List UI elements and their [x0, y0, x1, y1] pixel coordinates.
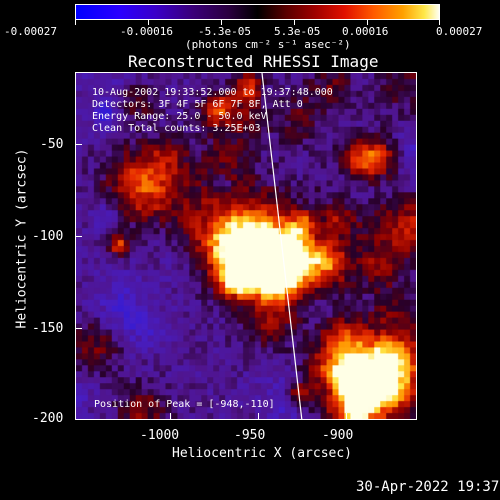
- y-tick-label: -100: [32, 229, 64, 244]
- limb-overlay: [261, 73, 303, 419]
- colorbar: [75, 4, 440, 20]
- y-tick-label: -50: [40, 137, 64, 152]
- x-tick-label: -900: [322, 428, 354, 443]
- colorbar-units-label: (photons cm⁻² s⁻¹ asec⁻²): [185, 38, 351, 51]
- heatmap-image: [76, 73, 416, 419]
- footer-timestamp: 30-Apr-2022 19:37: [356, 479, 500, 495]
- colorbar-tick-label: 0.00027: [436, 25, 483, 38]
- y-tick-mark: [75, 328, 82, 329]
- colorbar-tick-label: 0.00016: [342, 25, 389, 38]
- solar-limb-line: [261, 73, 303, 419]
- image-plot-area: 10-Aug-2002 19:33:52.000 to 19:37:48.000…: [75, 72, 417, 420]
- plot-title: Reconstructed RHESSI Image: [128, 52, 379, 71]
- colorbar-tick-mark: [221, 20, 222, 25]
- x-tick-mark: [258, 413, 259, 420]
- annotation-clean-counts: Clean Total counts: 3.25E+03: [92, 123, 261, 134]
- x-tick-mark: [170, 413, 171, 420]
- colorbar-tick-mark: [148, 20, 149, 25]
- x-axis-label: Heliocentric X (arcsec): [172, 446, 353, 461]
- y-tick-label: -150: [32, 321, 64, 336]
- colorbar-tick-label: -5.3e-05: [198, 25, 251, 38]
- colorbar-tick-mark: [367, 20, 368, 25]
- colorbar-tick-mark: [439, 20, 440, 25]
- x-tick-label: -1000: [140, 428, 180, 443]
- colorbar-tick-label: 5.3e-05: [274, 25, 321, 38]
- y-axis-label: Heliocentric Y (arcsec): [14, 148, 30, 329]
- x-tick-mark: [346, 413, 347, 420]
- peak-position-label: Position of Peak = [-948,-110]: [94, 399, 275, 410]
- annotation-energy-range: Energy Range: 25.0 - 50.0 keV: [92, 111, 267, 122]
- y-tick-label: -200: [32, 411, 64, 426]
- y-tick-mark: [75, 144, 82, 145]
- annotation-time-range: 10-Aug-2002 19:33:52.000 to 19:37:48.000: [92, 87, 333, 98]
- x-tick-label: -950: [234, 428, 266, 443]
- colorbar-tick-mark: [75, 20, 76, 25]
- y-tick-mark: [75, 236, 82, 237]
- colorbar-tick-label: -0.00016: [120, 25, 173, 38]
- annotation-detectors: Detectors: 3F 4F 5F 6F 7F 8F, Att 0: [92, 99, 303, 110]
- colorbar-tick-label: -0.00027: [4, 25, 57, 38]
- colorbar-tick-mark: [294, 20, 295, 25]
